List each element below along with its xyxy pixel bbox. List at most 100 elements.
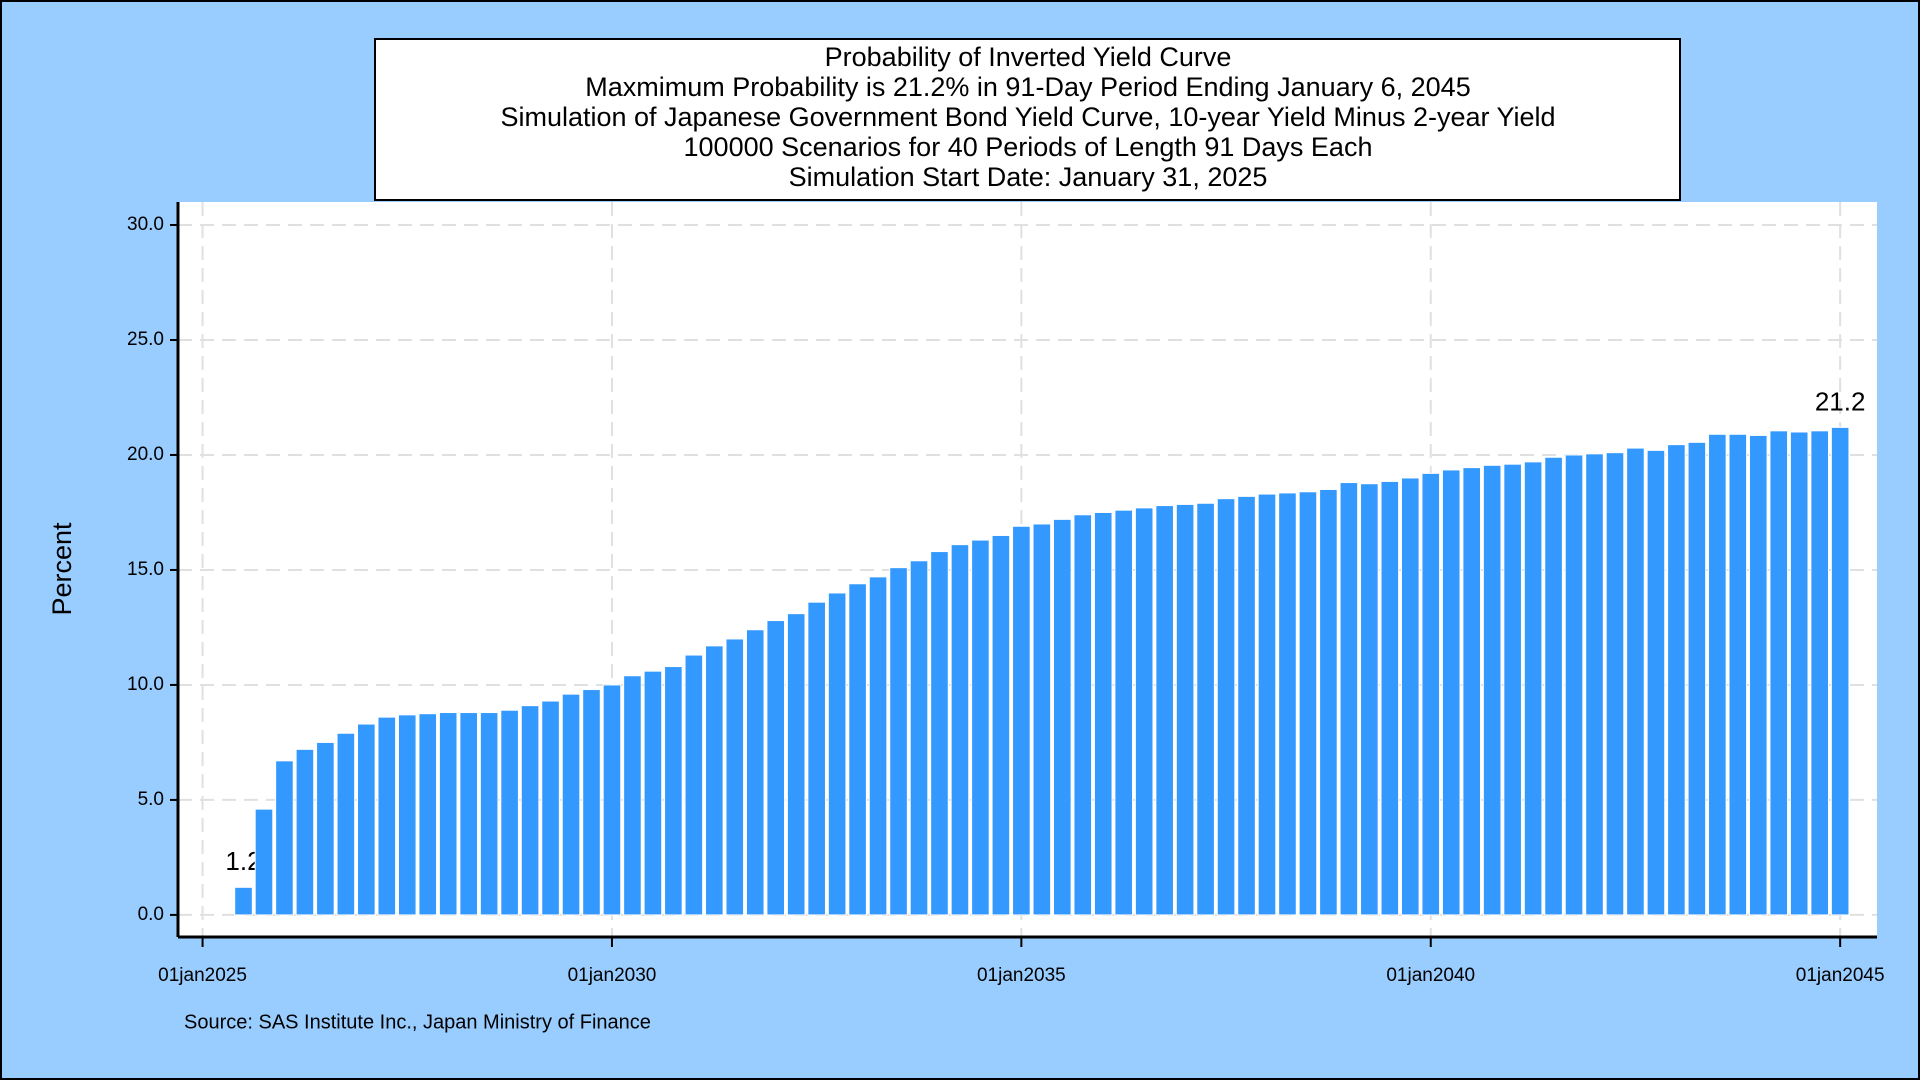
bar [1339, 482, 1359, 916]
bar [1216, 498, 1236, 916]
bar [1626, 447, 1645, 916]
x-tick-label: 01jan2030 [568, 965, 657, 986]
source-note: Source: SAS Institute Inc., Japan Minist… [184, 1011, 651, 1033]
bar [705, 645, 724, 916]
y-tick-label: 10.0 [127, 674, 164, 695]
y-tick-label: 5.0 [138, 789, 164, 810]
bar [479, 712, 499, 916]
bar [1769, 430, 1789, 916]
bar [316, 741, 335, 916]
bar [1441, 469, 1461, 916]
chart-title: Simulation of Japanese Government Bond Y… [500, 102, 1555, 132]
bar [336, 732, 356, 916]
bar [1605, 452, 1625, 916]
bar [1278, 492, 1297, 916]
bar [1073, 514, 1093, 916]
bar [1196, 502, 1215, 916]
bar [1482, 464, 1502, 916]
bar [1052, 518, 1072, 916]
y-tick-label: 0.0 [138, 904, 164, 925]
bar [1421, 472, 1441, 916]
bar [1544, 456, 1563, 916]
y-tick-label: 20.0 [127, 444, 164, 465]
bar [1667, 444, 1686, 916]
bar [971, 539, 990, 916]
title-box [374, 38, 1681, 201]
bar [295, 748, 315, 916]
bar [1319, 488, 1338, 916]
bar [1462, 467, 1481, 916]
bar [1564, 454, 1584, 916]
bar [807, 601, 826, 916]
bar [848, 583, 867, 916]
bar [1032, 523, 1052, 916]
bar [1748, 434, 1768, 916]
bar [1257, 493, 1277, 916]
bar [1134, 507, 1154, 916]
bar [1400, 477, 1420, 916]
bar [1585, 453, 1604, 916]
bar [1728, 433, 1748, 916]
chart-title: 100000 Scenarios for 40 Periods of Lengt… [684, 132, 1373, 162]
chart-title: Simulation Start Date: January 31, 2025 [789, 162, 1268, 192]
bar [1687, 441, 1707, 916]
bar [377, 716, 397, 916]
bar [889, 567, 908, 916]
y-axis-label: Percent [47, 522, 77, 616]
bar [745, 629, 765, 916]
x-tick-label: 01jan2040 [1386, 965, 1475, 986]
bar [725, 638, 745, 916]
bar [1523, 461, 1543, 916]
bar [1155, 505, 1174, 916]
bar [1646, 449, 1666, 916]
bar [397, 714, 417, 916]
bar [602, 684, 622, 916]
bar [541, 700, 560, 916]
bar [1810, 430, 1829, 916]
bar [1237, 495, 1256, 916]
bar [950, 544, 970, 916]
bar [991, 534, 1011, 916]
bar [1093, 511, 1113, 916]
bar [1380, 480, 1400, 916]
chart-title: Maxmimum Probability is 21.2% in 91-Day … [585, 72, 1470, 102]
bar [623, 675, 642, 916]
bar [1012, 525, 1031, 916]
bar [766, 620, 786, 916]
bar [1503, 463, 1522, 916]
bar [1830, 426, 1850, 916]
bar [561, 693, 581, 916]
bar [1298, 491, 1318, 916]
y-tick-label: 25.0 [127, 329, 164, 350]
bar [438, 712, 458, 916]
bar [1175, 503, 1195, 916]
data-label: 21.2 [1815, 386, 1866, 416]
bar [868, 576, 888, 916]
y-tick-label: 15.0 [127, 559, 164, 580]
bar [520, 705, 540, 916]
bar [909, 560, 929, 916]
x-tick-label: 01jan2045 [1796, 965, 1885, 986]
bar [827, 592, 847, 916]
bar [1114, 509, 1134, 916]
bar [254, 808, 274, 916]
bar [684, 654, 704, 916]
x-tick-label: 01jan2035 [977, 965, 1066, 986]
bar [1789, 431, 1809, 916]
bar [459, 712, 478, 916]
bar [1708, 433, 1727, 916]
bar [664, 666, 683, 916]
bar [357, 723, 376, 916]
bar [930, 551, 949, 916]
bar [418, 713, 438, 916]
bar [643, 670, 663, 916]
y-tick-label: 30.0 [127, 214, 164, 235]
bar [1360, 483, 1379, 916]
bar [275, 760, 294, 916]
bar [500, 709, 519, 916]
x-tick-label: 01jan2025 [158, 965, 247, 986]
bar [786, 613, 806, 916]
chart-title: Probability of Inverted Yield Curve [825, 42, 1232, 72]
bar [234, 886, 253, 916]
